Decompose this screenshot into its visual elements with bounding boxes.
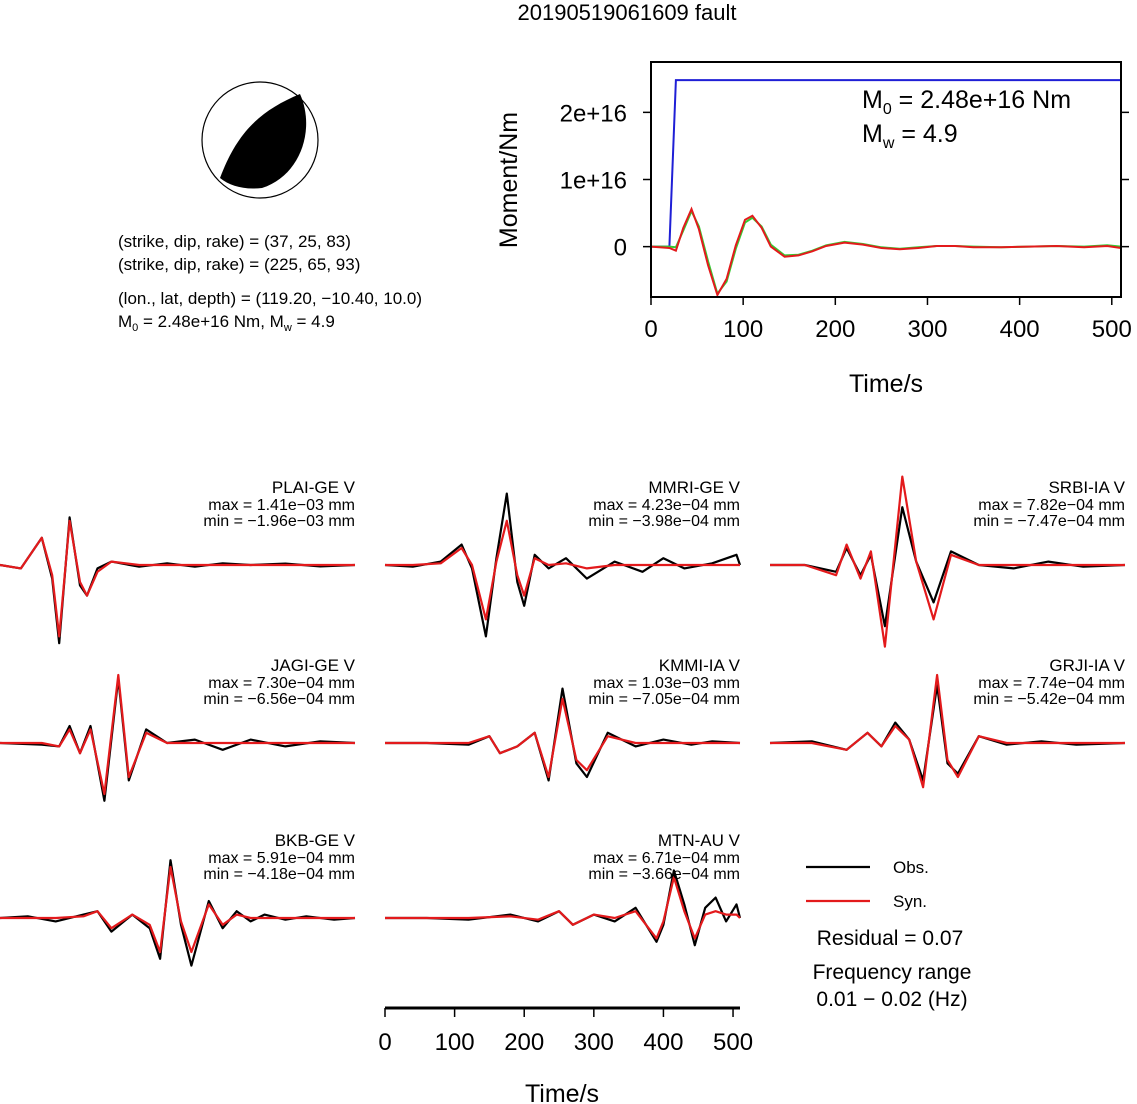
station-min-label: min = −7.05e−04 mm: [588, 691, 740, 708]
station-name-label: MTN-AU V: [658, 831, 741, 850]
waveform-xtick-label: 0: [378, 1029, 391, 1056]
waveform-xtick-label: 300: [574, 1029, 614, 1056]
frequency-range-title: Frequency range: [813, 961, 972, 984]
station-min-label: min = −6.56e−04 mm: [203, 691, 355, 708]
location-text: (lon., lat, depth) = (119.20, −10.40, 10…: [118, 289, 422, 308]
station-name-label: SRBI-IA V: [1048, 478, 1125, 497]
beachball-icon: [201, 81, 319, 199]
moment-chart: 0 100 200 300 400 500 0 1e+16 2e+16 M0 = 2.48e+1…: [495, 61, 1132, 398]
moment-series-2: [650, 206, 1122, 298]
station-max-label: max = 7.74e−04 mm: [978, 675, 1125, 692]
moment-series-1: [651, 208, 1122, 296]
moment-mw-label: Mw = 4.9: [862, 120, 958, 152]
moment-xtick-label: 100: [723, 316, 763, 343]
syn-waveform: [385, 697, 740, 779]
waveform-xtick-label: 500: [713, 1029, 753, 1056]
waveform-time-axis: 0 100 200 300 400 500: [378, 1006, 753, 1056]
station-max-label: max = 1.03e−03 mm: [593, 675, 740, 692]
station-name-label: KMMI-IA V: [659, 656, 741, 675]
frequency-range-value: 0.01 − 0.02 (Hz): [816, 988, 967, 1011]
waveform-xtick-label: 400: [643, 1029, 683, 1056]
station-min-label: min = −7.47e−04 mm: [973, 513, 1125, 530]
syn-waveform: [0, 673, 355, 796]
syn-waveform: [770, 475, 1125, 648]
station-name-label: MMRI-GE V: [648, 478, 740, 497]
station-max-label: max = 6.71e−04 mm: [593, 850, 740, 867]
syn-waveform: [385, 876, 741, 940]
station-min-label: min = −1.96e−03 mm: [203, 513, 355, 530]
moment-ylabel: Moment/Nm: [495, 112, 523, 248]
moment-xlabel: Time/s: [849, 370, 923, 398]
station-max-label: max = 4.23e−04 mm: [593, 497, 740, 514]
moment-plot-frame: [650, 61, 1122, 298]
residual-text: Residual = 0.07: [817, 927, 964, 950]
syn-waveform: [0, 519, 355, 638]
moment-ytick-label: 2e+16: [560, 100, 627, 127]
moment-magnitude-text: M0 = 2.48e+16 Nm, Mw = 4.9: [118, 312, 335, 334]
syn-waveform: [770, 673, 1125, 789]
station-max-label: max = 1.41e−03 mm: [208, 497, 355, 514]
station-name-label: GRJI-IA V: [1049, 656, 1125, 675]
syn-waveform: [0, 865, 355, 954]
moment-xtick-label: 500: [1092, 316, 1132, 343]
legend-obs-label: Obs.: [893, 858, 929, 877]
plane1-text: (strike, dip, rake) = (37, 25, 83): [118, 232, 351, 251]
station-name-label: BKB-GE V: [275, 831, 356, 850]
syn-waveform: [385, 519, 740, 621]
obs-waveform: [0, 677, 356, 802]
moment-xtick-label: 400: [1000, 316, 1040, 343]
moment-ytick-label: 1e+16: [560, 168, 627, 195]
station-name-label: JAGI-GE V: [271, 656, 356, 675]
moment-m0-label: M0 = 2.48e+16 Nm: [862, 86, 1071, 118]
station-min-label: min = −5.42e−04 mm: [973, 691, 1125, 708]
station-name-label: PLAI-GE V: [272, 478, 356, 497]
station-min-label: min = −3.98e−04 mm: [588, 513, 740, 530]
moment-xtick-label: 200: [815, 316, 855, 343]
station-max-label: max = 5.91e−04 mm: [208, 850, 355, 867]
waveform-xtick-label: 100: [435, 1029, 475, 1056]
station-min-label: min = −3.66e−04 mm: [588, 866, 740, 883]
moment-xtick-label: 300: [907, 316, 947, 343]
legend: Obs. Syn. Residual = 0.07 Frequency rang…: [806, 858, 971, 1011]
moment-plot-area: 0 100 200 300 400 500 0 1e+16 2e+16: [560, 79, 1132, 343]
waveform-xlabel: Time/s: [525, 1080, 599, 1104]
moment-xtick-label: 0: [644, 316, 657, 343]
plane2-text: (strike, dip, rake) = (225, 65, 93): [118, 255, 360, 274]
station-max-label: max = 7.82e−04 mm: [978, 497, 1125, 514]
figure-title: 20190519061609 fault: [518, 0, 737, 25]
moment-ytick-label: 0: [614, 235, 627, 262]
station-min-label: min = −4.18e−04 mm: [203, 866, 355, 883]
station-max-label: max = 7.30e−04 mm: [208, 675, 355, 692]
waveform-xtick-label: 200: [504, 1029, 544, 1056]
legend-syn-label: Syn.: [893, 892, 927, 911]
